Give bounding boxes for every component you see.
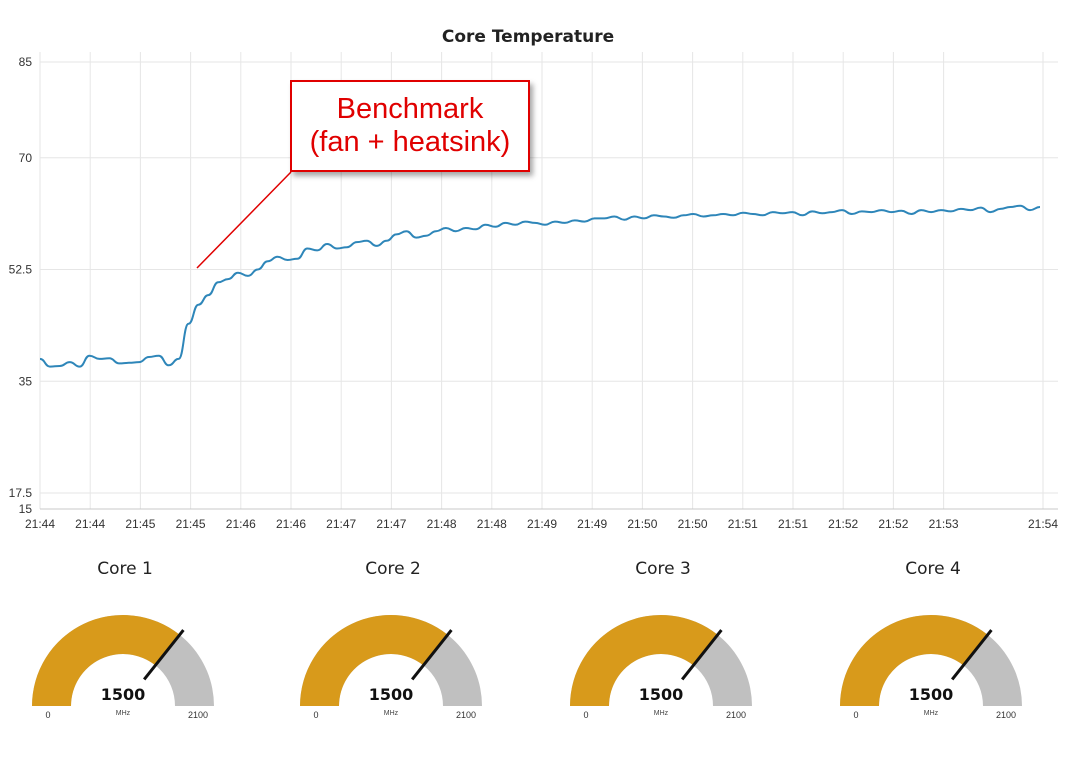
x-tick-label: 21:53 — [929, 517, 959, 531]
gauge-core-1: Core 1 1500 MHz 0 2100 — [0, 555, 250, 735]
annotation-pointer-line — [196, 171, 292, 269]
core-temperature-chart: Core Temperature 15 17.5 35 52.5 70 85 21:44 2… — [9, 27, 1059, 531]
x-tick-label: 21:44 — [25, 517, 55, 531]
gauge-needle — [951, 629, 993, 681]
gauge-title: Core 2 — [365, 559, 421, 579]
gauge-dial: 1500 MHz 0 2100 — [570, 615, 752, 720]
gauge-fill — [300, 615, 448, 706]
gauge-fill — [570, 615, 718, 706]
x-tick-label: 21:51 — [778, 517, 808, 531]
gauge-min: 0 — [583, 710, 588, 720]
gauge-needle — [411, 629, 453, 681]
temperature-series-line — [39, 204, 1041, 368]
gauge-max: 2100 — [188, 710, 208, 720]
gauge-unit: MHz — [924, 710, 939, 717]
gauge-needle — [143, 629, 185, 681]
x-tick-label: 21:46 — [276, 517, 306, 531]
x-tick-label: 21:48 — [477, 517, 507, 531]
gauge-title: Core 1 — [97, 559, 153, 579]
x-tick-label: 21:49 — [527, 517, 557, 531]
x-tick-label: 21:46 — [226, 517, 256, 531]
x-tick-label: 21:48 — [427, 517, 457, 531]
gauge-fill — [840, 615, 988, 706]
gauge-min: 0 — [853, 710, 858, 720]
y-tick-label: 15 — [19, 502, 33, 516]
y-tick-label: 17.5 — [9, 486, 33, 500]
benchmark-callout: Benchmark (fan + heatsink) — [290, 80, 530, 172]
gauge-value: 1500 — [101, 685, 146, 704]
x-tick-label: 21:50 — [678, 517, 708, 531]
x-tick-label: 21:47 — [376, 517, 406, 531]
y-tick-label: 70 — [19, 151, 33, 165]
x-tick-label: 21:47 — [326, 517, 356, 531]
gauge-unit: MHz — [654, 710, 669, 717]
y-tick-label: 85 — [19, 55, 33, 69]
x-tick-label: 21:49 — [577, 517, 607, 531]
y-tick-label: 35 — [19, 374, 33, 388]
gauge-title: Core 4 — [905, 559, 961, 579]
x-tick-label: 21:45 — [125, 517, 155, 531]
gauge-dial: 1500 MHz 0 2100 — [840, 615, 1022, 720]
x-tick-label: 21:50 — [627, 517, 657, 531]
gauge-unit: MHz — [384, 710, 399, 717]
y-tick-label: 52.5 — [9, 263, 33, 277]
gauge-core-2: Core 2 1500 MHz 0 2100 — [268, 555, 518, 735]
gauge-needle — [681, 629, 723, 681]
gauge-title: Core 3 — [635, 559, 691, 579]
gauge-value: 1500 — [369, 685, 414, 704]
gauge-dial: 1500 MHz 0 2100 — [300, 615, 482, 720]
gauge-max: 2100 — [726, 710, 746, 720]
gauge-min: 0 — [313, 710, 318, 720]
callout-line-2: (fan + heatsink) — [309, 126, 511, 158]
x-tick-label: 21:52 — [828, 517, 858, 531]
x-tick-label: 21:52 — [878, 517, 908, 531]
callout-line-1: Benchmark — [336, 93, 484, 125]
gauge-fill — [32, 615, 180, 706]
gauge-core-4: Core 4 1500 MHz 0 2100 — [808, 555, 1058, 735]
gauge-value: 1500 — [639, 685, 684, 704]
gauge-max: 2100 — [996, 710, 1016, 720]
x-tick-label: 21:45 — [176, 517, 206, 531]
gauge-min: 0 — [45, 710, 50, 720]
gauge-dial: 1500 MHz 0 2100 — [32, 615, 214, 720]
gauge-value: 1500 — [909, 685, 954, 704]
x-tick-label: 21:54 — [1028, 517, 1058, 531]
gauge-core-3: Core 3 1500 MHz 0 2100 — [538, 555, 788, 735]
x-tick-label: 21:51 — [728, 517, 758, 531]
gauge-unit: MHz — [116, 710, 131, 717]
gauge-max: 2100 — [456, 710, 476, 720]
x-tick-label: 21:44 — [75, 517, 105, 531]
chart-title: Core Temperature — [442, 27, 614, 47]
